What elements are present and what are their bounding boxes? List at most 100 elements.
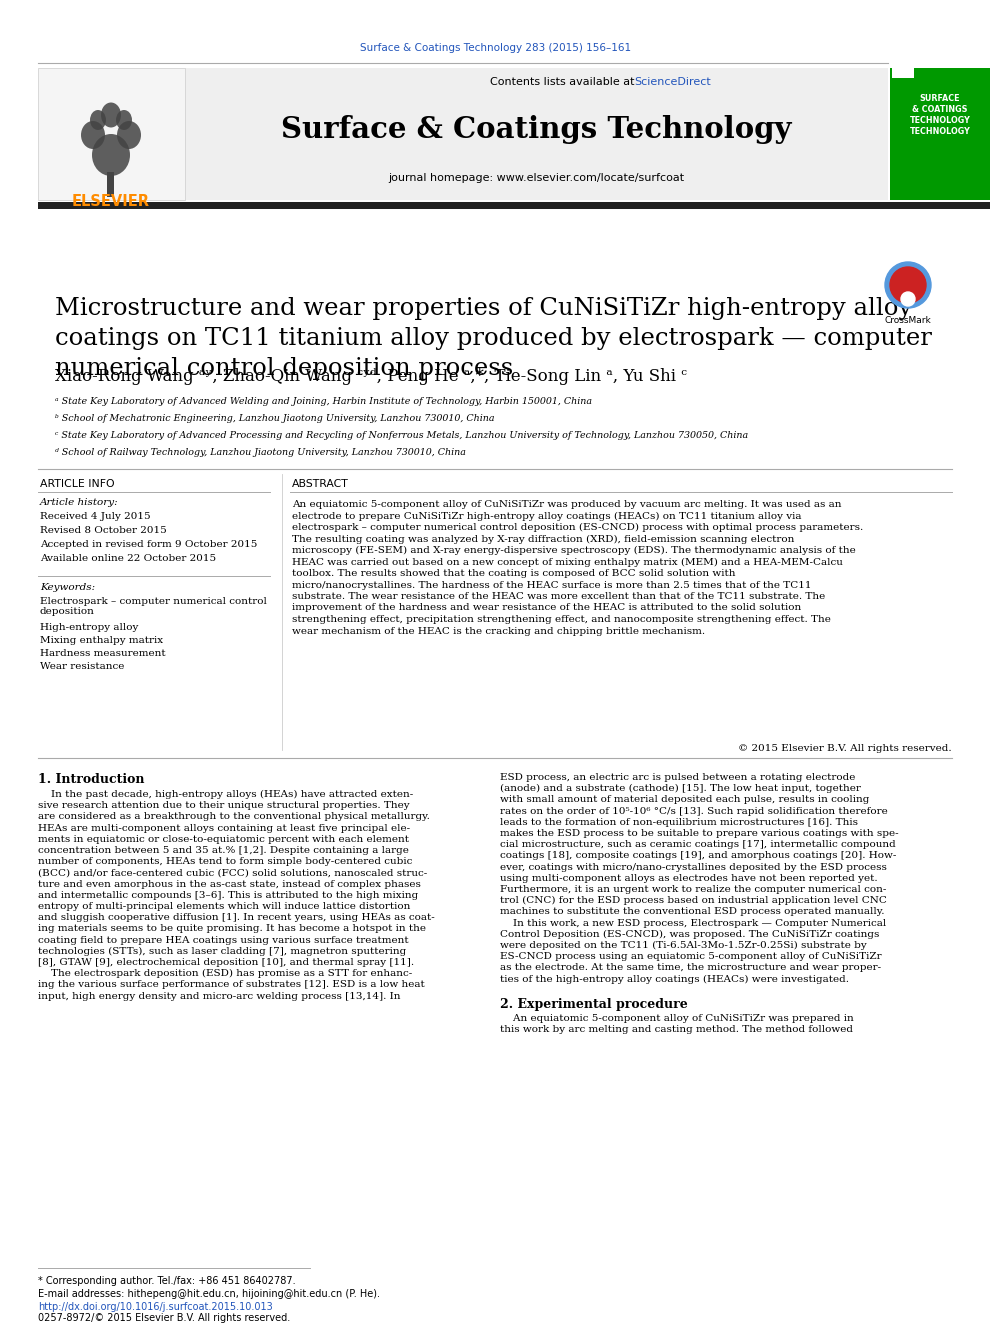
Text: © 2015 Elsevier B.V. All rights reserved.: © 2015 Elsevier B.V. All rights reserved… (738, 744, 952, 753)
Text: electrode to prepare CuNiSiTiZr high-entropy alloy coatings (HEACs) on TC11 tita: electrode to prepare CuNiSiTiZr high-ent… (292, 512, 802, 521)
Bar (892, 67, 914, 78)
Text: input, high energy density and micro-arc welding process [13,14]. In: input, high energy density and micro-arc… (38, 992, 401, 1000)
Text: ESD process, an electric arc is pulsed between a rotating electrode: ESD process, an electric arc is pulsed b… (500, 773, 855, 782)
Text: ture and even amorphous in the as-cast state, instead of complex phases: ture and even amorphous in the as-cast s… (38, 880, 421, 889)
Text: Received 4 July 2015: Received 4 July 2015 (40, 512, 151, 521)
Text: as the electrode. At the same time, the microstructure and wear proper-: as the electrode. At the same time, the … (500, 963, 881, 972)
Text: http://dx.doi.org/10.1016/j.surfcoat.2015.10.013: http://dx.doi.org/10.1016/j.surfcoat.201… (38, 1302, 273, 1312)
Text: ES-CNCD process using an equiatomic 5-component alloy of CuNiSiTiZr: ES-CNCD process using an equiatomic 5-co… (500, 953, 882, 962)
Text: machines to substitute the conventional ESD process operated manually.: machines to substitute the conventional … (500, 908, 885, 917)
Text: HEAC was carried out based on a new concept of mixing enthalpy matrix (MEM) and : HEAC was carried out based on a new conc… (292, 557, 843, 566)
Text: Electrospark – computer numerical control
deposition: Electrospark – computer numerical contro… (40, 597, 267, 617)
Text: 2. Experimental procedure: 2. Experimental procedure (500, 998, 687, 1011)
Text: using multi-component alloys as electrodes have not been reported yet.: using multi-component alloys as electrod… (500, 873, 878, 882)
Text: journal homepage: www.elsevier.com/locate/surfcoat: journal homepage: www.elsevier.com/locat… (388, 173, 684, 183)
Bar (38, 202, 990, 209)
Text: SURFACE
& COATINGS
TECHNOLOGY
TECHNOLOGY: SURFACE & COATINGS TECHNOLOGY TECHNOLOGY (910, 94, 970, 136)
Text: CrossMark: CrossMark (885, 316, 931, 325)
Text: Surface & Coatings Technology: Surface & Coatings Technology (281, 115, 792, 144)
Ellipse shape (116, 110, 132, 130)
Text: ing materials seems to be quite promising. It has become a hotspot in the: ing materials seems to be quite promisin… (38, 925, 426, 934)
Text: were deposited on the TC11 (Ti-6.5Al-3Mo-1.5Zr-0.25Si) substrate by: were deposited on the TC11 (Ti-6.5Al-3Mo… (500, 941, 867, 950)
Text: 0257-8972/© 2015 Elsevier B.V. All rights reserved.: 0257-8972/© 2015 Elsevier B.V. All right… (38, 1312, 291, 1323)
Text: substrate. The wear resistance of the HEAC was more excellent than that of the T: substrate. The wear resistance of the HE… (292, 591, 825, 601)
Text: In the past decade, high-entropy alloys (HEAs) have attracted exten-: In the past decade, high-entropy alloys … (38, 790, 414, 799)
Text: Accepted in revised form 9 October 2015: Accepted in revised form 9 October 2015 (40, 540, 257, 549)
Text: In this work, a new ESD process, Electrospark — Computer Numerical: In this work, a new ESD process, Electro… (500, 918, 886, 927)
Text: and intermetallic compounds [3–6]. This is attributed to the high mixing: and intermetallic compounds [3–6]. This … (38, 890, 419, 900)
Circle shape (885, 262, 931, 308)
Text: Xiao-Rong Wang ᵃʸ, Zhao-Qin Wang ᶜʸᵈ, Peng He ᵃ,*, Tie-Song Lin ᵃ, Yu Shi ᶜ: Xiao-Rong Wang ᵃʸ, Zhao-Qin Wang ᶜʸᵈ, Pe… (55, 368, 687, 385)
Ellipse shape (101, 102, 121, 127)
Ellipse shape (92, 134, 130, 176)
Text: toolbox. The results showed that the coating is composed of BCC solid solution w: toolbox. The results showed that the coa… (292, 569, 735, 578)
Text: number of components, HEAs tend to form simple body-centered cubic: number of components, HEAs tend to form … (38, 857, 413, 867)
Text: ᶜ State Key Laboratory of Advanced Processing and Recycling of Nonferrous Metals: ᶜ State Key Laboratory of Advanced Proce… (55, 431, 748, 441)
Text: 1. Introduction: 1. Introduction (38, 773, 145, 786)
Circle shape (901, 292, 915, 306)
Bar (890, 67, 990, 200)
Text: ᵇ School of Mechatronic Engineering, Lanzhou Jiaotong University, Lanzhou 730010: ᵇ School of Mechatronic Engineering, Lan… (55, 414, 494, 423)
Text: cial microstructure, such as ceramic coatings [17], intermetallic compound: cial microstructure, such as ceramic coa… (500, 840, 896, 849)
Text: Surface & Coatings Technology 283 (2015) 156–161: Surface & Coatings Technology 283 (2015)… (360, 44, 632, 53)
Text: makes the ESD process to be suitable to prepare various coatings with spe-: makes the ESD process to be suitable to … (500, 830, 899, 837)
Text: strengthening effect, precipitation strengthening effect, and nanocomposite stre: strengthening effect, precipitation stre… (292, 615, 831, 624)
Text: electrospark – computer numerical control deposition (ES-CNCD) process with opti: electrospark – computer numerical contro… (292, 523, 863, 532)
Text: [8], GTAW [9], electrochemical deposition [10], and thermal spray [11].: [8], GTAW [9], electrochemical depositio… (38, 958, 414, 967)
Text: Available online 22 October 2015: Available online 22 October 2015 (40, 554, 216, 564)
Text: ARTICLE INFO: ARTICLE INFO (40, 479, 115, 490)
Text: Mixing enthalpy matrix: Mixing enthalpy matrix (40, 636, 163, 646)
Text: Hardness measurement: Hardness measurement (40, 650, 166, 658)
Text: High-entropy alloy: High-entropy alloy (40, 623, 138, 632)
Text: (anode) and a substrate (cathode) [15]. The low heat input, together: (anode) and a substrate (cathode) [15]. … (500, 785, 861, 794)
Text: rates on the order of 10⁵-10⁶ °C/s [13]. Such rapid solidification therefore: rates on the order of 10⁵-10⁶ °C/s [13].… (500, 807, 888, 815)
Text: this work by arc melting and casting method. The method followed: this work by arc melting and casting met… (500, 1025, 853, 1035)
Text: technologies (STTs), such as laser cladding [7], magnetron sputtering: technologies (STTs), such as laser cladd… (38, 947, 407, 957)
Ellipse shape (117, 120, 141, 149)
Text: Revised 8 October 2015: Revised 8 October 2015 (40, 527, 167, 534)
Text: trol (CNC) for the ESD process based on industrial application level CNC: trol (CNC) for the ESD process based on … (500, 896, 887, 905)
Text: An equiatomic 5-component alloy of CuNiSiTiZr was prepared in: An equiatomic 5-component alloy of CuNiS… (500, 1013, 854, 1023)
Text: and sluggish cooperative diffusion [1]. In recent years, using HEAs as coat-: and sluggish cooperative diffusion [1]. … (38, 913, 434, 922)
Text: ᵃ State Key Laboratory of Advanced Welding and Joining, Harbin Institute of Tech: ᵃ State Key Laboratory of Advanced Weldi… (55, 397, 592, 406)
Text: with small amount of material deposited each pulse, results in cooling: with small amount of material deposited … (500, 795, 869, 804)
Text: An equiatomic 5-component alloy of CuNiSiTiZr was produced by vacuum arc melting: An equiatomic 5-component alloy of CuNiS… (292, 500, 841, 509)
Text: ELSEVIER: ELSEVIER (72, 194, 150, 209)
Text: ments in equiatomic or close-to-equiatomic percent with each element: ments in equiatomic or close-to-equiatom… (38, 835, 409, 844)
Text: E-mail addresses: hithepeng@hit.edu.cn, hijoining@hit.edu.cn (P. He).: E-mail addresses: hithepeng@hit.edu.cn, … (38, 1289, 380, 1299)
Text: coating field to prepare HEA coatings using various surface treatment: coating field to prepare HEA coatings us… (38, 935, 409, 945)
Text: ties of the high-entropy alloy coatings (HEACs) were investigated.: ties of the high-entropy alloy coatings … (500, 975, 849, 984)
Text: Furthermore, it is an urgent work to realize the computer numerical con-: Furthermore, it is an urgent work to rea… (500, 885, 887, 894)
Text: * Corresponding author. Tel./fax: +86 451 86402787.: * Corresponding author. Tel./fax: +86 45… (38, 1275, 296, 1286)
Text: leads to the formation of non-equilibrium microstructures [16]. This: leads to the formation of non-equilibriu… (500, 818, 858, 827)
Text: coatings [18], composite coatings [19], and amorphous coatings [20]. How-: coatings [18], composite coatings [19], … (500, 852, 897, 860)
Ellipse shape (81, 120, 105, 149)
Text: ing the various surface performance of substrates [12]. ESD is a low heat: ing the various surface performance of s… (38, 980, 425, 990)
Text: sive research attention due to their unique structural properties. They: sive research attention due to their uni… (38, 802, 410, 810)
Text: wear mechanism of the HEAC is the cracking and chipping brittle mechanism.: wear mechanism of the HEAC is the cracki… (292, 627, 705, 635)
Text: Wear resistance: Wear resistance (40, 662, 124, 671)
Text: entropy of multi-principal elements which will induce lattice distortion: entropy of multi-principal elements whic… (38, 902, 411, 912)
Text: HEAs are multi-component alloys containing at least five principal ele-: HEAs are multi-component alloys containi… (38, 824, 410, 832)
Text: (BCC) and/or face-centered cubic (FCC) solid solutions, nanoscaled struc-: (BCC) and/or face-centered cubic (FCC) s… (38, 868, 428, 877)
Bar (38, 67, 185, 200)
Text: ScienceDirect: ScienceDirect (634, 77, 710, 87)
Text: microscopy (FE-SEM) and X-ray energy-dispersive spectroscopy (EDS). The thermody: microscopy (FE-SEM) and X-ray energy-dis… (292, 546, 856, 556)
Text: are considered as a breakthrough to the conventional physical metallurgy.: are considered as a breakthrough to the … (38, 812, 430, 822)
Text: ever, coatings with micro/nano-crystallines deposited by the ESD process: ever, coatings with micro/nano-crystalli… (500, 863, 887, 872)
Bar (185, 67, 888, 200)
Circle shape (890, 267, 926, 303)
Bar (107, 172, 114, 197)
Text: concentration between 5 and 35 at.% [1,2]. Despite containing a large: concentration between 5 and 35 at.% [1,2… (38, 845, 409, 855)
Text: The electrospark deposition (ESD) has promise as a STT for enhanc-: The electrospark deposition (ESD) has pr… (38, 970, 413, 978)
Text: ᵈ School of Railway Technology, Lanzhou Jiaotong University, Lanzhou 730010, Chi: ᵈ School of Railway Technology, Lanzhou … (55, 448, 466, 456)
Text: Keywords:: Keywords: (40, 583, 95, 591)
Text: Article history:: Article history: (40, 497, 119, 507)
Text: Control Deposition (ES-CNCD), was proposed. The CuNiSiTiZr coatings: Control Deposition (ES-CNCD), was propos… (500, 930, 879, 939)
Ellipse shape (90, 110, 106, 130)
Text: micro/nanocrystallines. The hardness of the HEAC surface is more than 2.5 times : micro/nanocrystallines. The hardness of … (292, 581, 811, 590)
Text: Microstructure and wear properties of CuNiSiTiZr high-entropy alloy
coatings on : Microstructure and wear properties of Cu… (55, 296, 931, 380)
Text: Contents lists available at: Contents lists available at (490, 77, 638, 87)
Text: improvement of the hardness and wear resistance of the HEAC is attributed to the: improvement of the hardness and wear res… (292, 603, 802, 613)
Text: The resulting coating was analyzed by X-ray diffraction (XRD), field-emission sc: The resulting coating was analyzed by X-… (292, 534, 795, 544)
